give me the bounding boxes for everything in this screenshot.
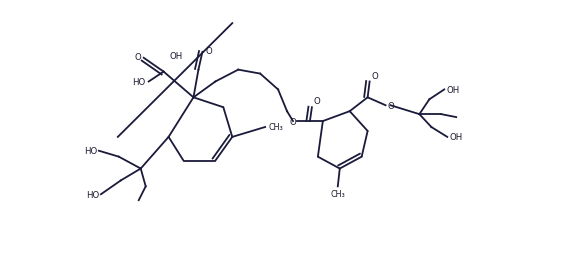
Text: CH₃: CH₃: [268, 123, 283, 132]
Text: OH: OH: [449, 133, 463, 142]
Text: OH: OH: [446, 86, 460, 94]
Text: HO: HO: [86, 190, 99, 199]
Text: CH₃: CH₃: [331, 189, 345, 199]
Text: OH: OH: [169, 52, 183, 61]
Text: HO: HO: [133, 78, 146, 87]
Text: O: O: [388, 101, 394, 110]
Text: O: O: [372, 71, 378, 80]
Text: O: O: [290, 117, 296, 126]
Text: O: O: [135, 53, 141, 62]
Text: HO: HO: [84, 147, 97, 156]
Text: O: O: [314, 97, 321, 106]
Text: O: O: [205, 47, 212, 56]
